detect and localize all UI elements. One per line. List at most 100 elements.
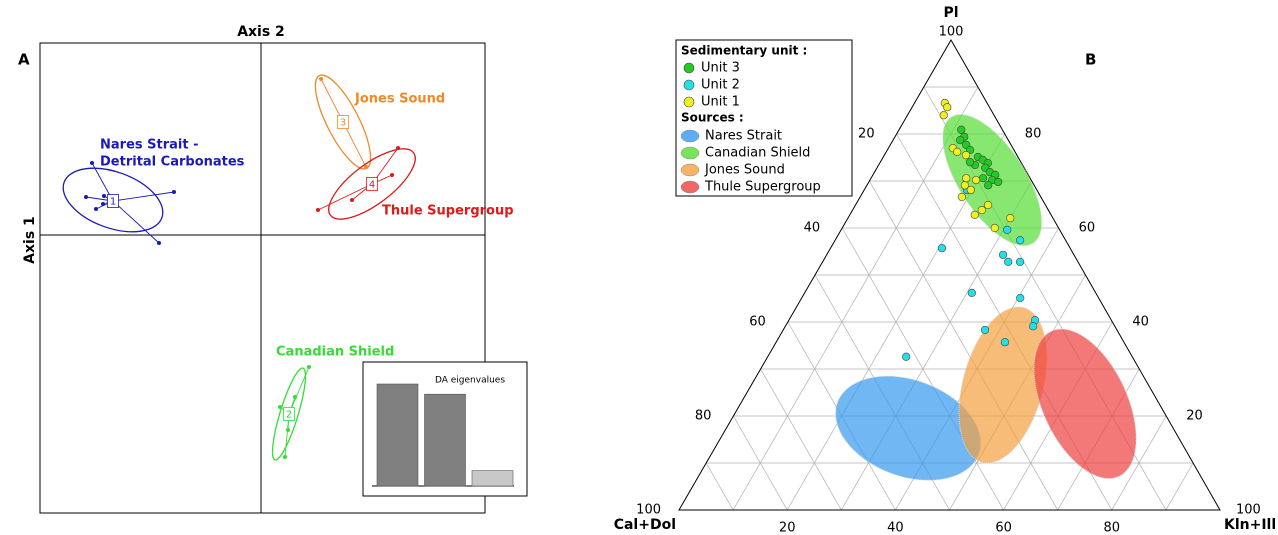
- sample-point: [957, 125, 966, 134]
- legend-frame: [675, 39, 853, 197]
- sample-point: [961, 151, 971, 160]
- grid-line: [1165, 462, 1194, 511]
- group-label: Detrital Carbonates: [100, 155, 245, 170]
- sample-point: [998, 250, 1008, 259]
- legend-swatch: [683, 62, 695, 74]
- sample-point: [1000, 338, 1010, 347]
- tick-label: 100: [1236, 503, 1261, 518]
- point: [307, 365, 311, 369]
- x-axis-title: Axis 2: [237, 24, 285, 40]
- point: [172, 190, 176, 194]
- sample-point: [953, 147, 962, 156]
- sample-point: [943, 103, 952, 112]
- bar: [424, 393, 466, 487]
- sample-point: [967, 288, 976, 297]
- y-axis-title: Axis 1: [22, 216, 38, 264]
- sample-point: [978, 174, 988, 183]
- legend-label: Canadian Shield: [705, 146, 810, 161]
- group-ellipse: [62, 167, 164, 233]
- point: [316, 208, 320, 212]
- sample-point: [983, 200, 993, 210]
- inset-title: DA eigenvalues: [435, 376, 505, 386]
- sample-point: [1004, 257, 1013, 266]
- group-id: 1: [110, 197, 116, 208]
- group-center: [366, 177, 378, 191]
- sample-point: [970, 210, 979, 219]
- point: [102, 194, 106, 198]
- point: [350, 198, 354, 202]
- group-label: Canadian Shield: [276, 345, 394, 360]
- spider-line: [342, 121, 367, 168]
- tick-label: 40: [804, 221, 821, 236]
- sample-point: [965, 158, 975, 167]
- sample-point: [957, 192, 966, 202]
- tick-label: 40: [1132, 315, 1149, 330]
- legend-label: Thule Supergroup: [704, 180, 821, 195]
- tick-label: 20: [1186, 409, 1203, 424]
- spider-line: [288, 366, 310, 415]
- panel-label: A: [18, 51, 30, 69]
- point: [319, 77, 323, 81]
- panel-label: B: [1085, 51, 1096, 69]
- point: [84, 195, 88, 199]
- spider-line: [320, 78, 344, 123]
- plot-frame: [39, 42, 486, 514]
- triangle: [678, 38, 1221, 511]
- tick-label: 60: [749, 315, 766, 330]
- legend-title: Sources :: [681, 111, 744, 125]
- grid-line: [732, 86, 979, 511]
- grid-line: [1111, 415, 1167, 511]
- sample-point: [902, 352, 911, 361]
- tick-label: 20: [779, 521, 796, 535]
- sample-point: [980, 325, 990, 335]
- spider-line: [112, 191, 175, 202]
- point: [283, 455, 287, 459]
- sample-point: [937, 244, 947, 253]
- sample-point: [971, 175, 981, 185]
- point: [90, 161, 94, 165]
- legend-swatch: [683, 79, 695, 91]
- tick-label: 80: [1025, 127, 1042, 142]
- sample-point: [966, 185, 975, 195]
- group-center: [337, 115, 349, 129]
- tick-label: 80: [695, 409, 712, 424]
- legend-swatch: [680, 129, 700, 143]
- axis-title: Cal+Dol: [614, 517, 676, 533]
- point: [101, 202, 105, 206]
- spider-line: [317, 183, 373, 211]
- sample-point: [1006, 214, 1015, 223]
- legend-label: Nares Strait: [705, 129, 782, 144]
- grid-line: [705, 462, 734, 511]
- spider-line: [112, 200, 160, 244]
- group-label: Jones Sound: [354, 92, 445, 107]
- sample-point: [977, 206, 986, 215]
- group-label: Thule Supergroup: [382, 204, 514, 219]
- legend-label: Jones Sound: [704, 163, 785, 178]
- tick-label: 80: [1104, 521, 1121, 535]
- legend-swatch: [680, 146, 700, 160]
- group-ellipse: [271, 367, 307, 461]
- group-center: [283, 407, 295, 421]
- sample-point: [1016, 236, 1025, 245]
- point: [286, 428, 290, 432]
- sample-point: [956, 136, 965, 145]
- tick-label: 40: [887, 521, 904, 535]
- point: [396, 146, 400, 150]
- sample-point: [990, 223, 999, 233]
- legend-label: Unit 2: [701, 78, 740, 93]
- sample-point: [1016, 293, 1025, 303]
- tick-label: 100: [939, 25, 964, 40]
- point: [364, 165, 368, 169]
- tick-label: 100: [636, 503, 661, 518]
- legend-swatch: [680, 180, 700, 194]
- sample-point: [1029, 322, 1038, 331]
- sample-point: [1003, 225, 1012, 234]
- point: [390, 173, 394, 177]
- bar: [376, 383, 419, 487]
- point: [293, 395, 297, 399]
- sample-point: [994, 177, 1003, 187]
- sample-point: [939, 111, 948, 120]
- legend-title: Sedimentary unit :: [681, 44, 807, 58]
- point: [278, 405, 282, 409]
